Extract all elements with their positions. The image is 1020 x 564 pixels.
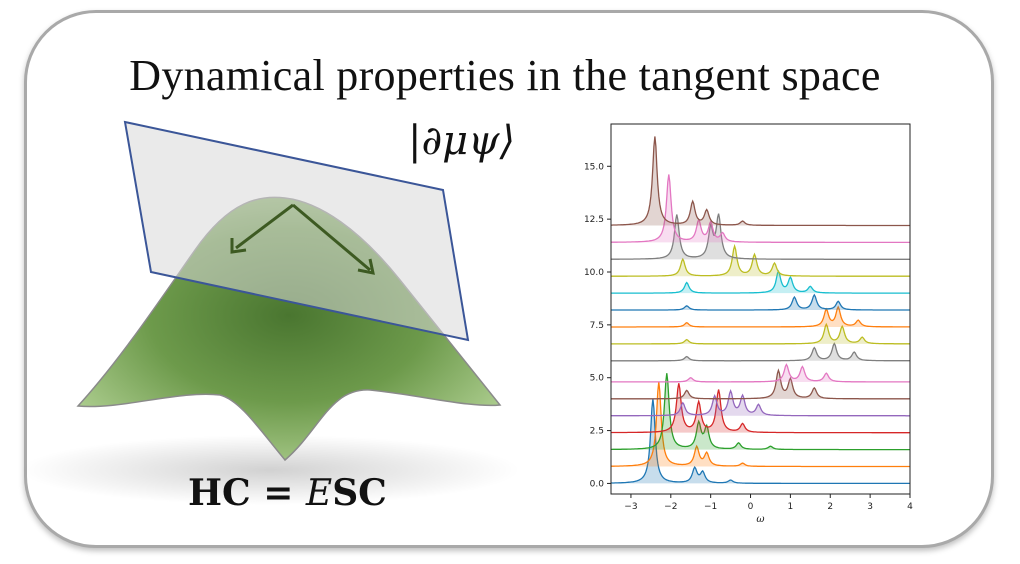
y-tick-label: 12.5 bbox=[584, 215, 604, 225]
y-tick-label: 5.0 bbox=[590, 374, 605, 384]
series-line-4 bbox=[611, 388, 910, 417]
x-axis-label: ω bbox=[756, 514, 764, 525]
series-line-8 bbox=[611, 322, 910, 345]
x-tick-label: −2 bbox=[664, 502, 677, 512]
x-tick-label: 2 bbox=[827, 502, 833, 512]
plot-frame bbox=[610, 123, 911, 495]
series-line-2 bbox=[611, 373, 910, 451]
y-tick-label: 7.5 bbox=[590, 321, 604, 331]
series-fill-14 bbox=[611, 174, 910, 243]
series-fill-10 bbox=[611, 294, 910, 311]
series-line-15 bbox=[611, 136, 910, 227]
y-tick-label: 15.0 bbox=[584, 162, 604, 172]
series-line-9 bbox=[611, 305, 910, 328]
tangent-plane bbox=[123, 120, 470, 342]
equation-e: E bbox=[305, 473, 333, 514]
x-tick-label: 1 bbox=[788, 502, 794, 512]
series-fill-5 bbox=[611, 370, 910, 399]
y-tick-label: 0.0 bbox=[590, 479, 605, 489]
series-line-12 bbox=[611, 243, 910, 277]
series-fill-6 bbox=[611, 364, 910, 382]
x-tick-label: −1 bbox=[704, 502, 717, 512]
series-line-11 bbox=[611, 269, 910, 294]
series-line-7 bbox=[611, 342, 910, 362]
x-tick-label: 0 bbox=[748, 502, 754, 512]
series-line-13 bbox=[611, 213, 910, 260]
tangent-arrows bbox=[230, 203, 375, 275]
series-line-1 bbox=[611, 381, 910, 468]
series-line-0 bbox=[611, 398, 910, 485]
y-tick-label: 2.5 bbox=[590, 427, 604, 437]
series-fill-9 bbox=[611, 306, 910, 327]
equation: HC = ESC bbox=[188, 472, 387, 514]
series-fill-7 bbox=[611, 343, 910, 361]
series-line-14 bbox=[611, 174, 910, 244]
series-line-5 bbox=[611, 368, 910, 400]
x-tick-label: 3 bbox=[867, 502, 873, 512]
series-fill-11 bbox=[611, 271, 910, 294]
y-tick-label: 10.0 bbox=[584, 268, 604, 278]
ket-label: |∂μψ⟩ bbox=[408, 118, 516, 164]
page-title: Dynamical properties in the tangent spac… bbox=[129, 51, 881, 100]
series-fill-4 bbox=[611, 390, 910, 416]
series-line-10 bbox=[611, 293, 910, 311]
equation-prefix: HC = bbox=[188, 472, 306, 514]
surface-shadow bbox=[20, 435, 520, 505]
x-tick-label: −3 bbox=[624, 502, 637, 512]
x-tick-label: 4 bbox=[907, 502, 913, 512]
series-line-3 bbox=[611, 383, 910, 434]
series-line-6 bbox=[611, 363, 910, 383]
equation-suffix: SC bbox=[332, 472, 387, 514]
